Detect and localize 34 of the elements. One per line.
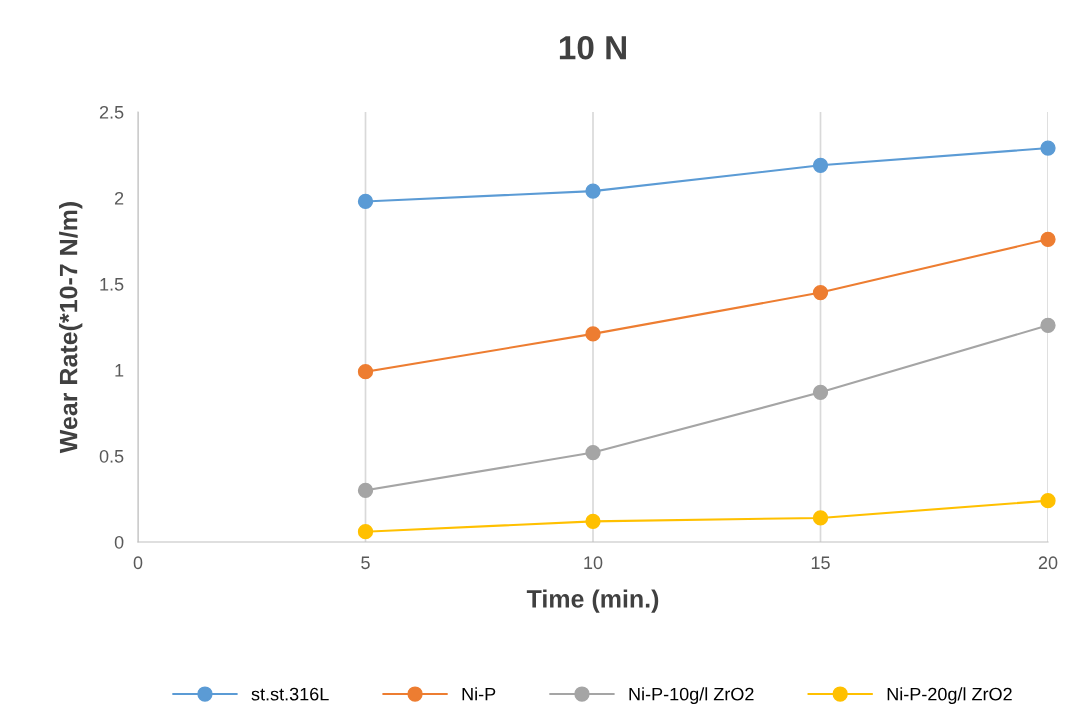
y-tick-label: 1	[115, 364, 124, 377]
x-tick-label: 15	[811, 556, 830, 570]
x-tick-label: 10	[584, 556, 603, 570]
point	[1040, 317, 1056, 333]
legend-label: st.st.316L	[251, 687, 329, 701]
point	[1040, 493, 1056, 509]
point	[812, 284, 829, 301]
point	[1040, 140, 1056, 156]
point	[1040, 231, 1056, 247]
point	[585, 183, 601, 199]
point	[585, 513, 601, 529]
point	[812, 384, 829, 400]
legend-label: Ni-P-20g/l ZrO2	[887, 687, 1012, 705]
point	[812, 157, 829, 173]
point	[585, 444, 601, 461]
y-axis-title: Wear Rate(*10-7 N/m)	[59, 202, 83, 454]
x-tick-label: 0	[133, 556, 143, 570]
x-tick-label: 20	[1038, 556, 1058, 570]
chart-title: 10 N	[559, 35, 626, 60]
x-axis-title: Time (min.)	[526, 589, 659, 613]
point	[357, 524, 374, 540]
legend-label: Ni-P	[462, 687, 496, 701]
point	[357, 193, 374, 210]
legend-label: Ni-P-10g/l ZrO2	[629, 687, 754, 705]
y-tick-label: 0.5	[99, 449, 124, 463]
point	[585, 326, 601, 342]
y-tick-label: 0	[114, 535, 124, 549]
point	[357, 482, 374, 499]
y-tick-label: 2	[114, 191, 124, 205]
point	[357, 364, 374, 380]
y-tick-label: 2.5	[99, 105, 124, 119]
point	[812, 510, 829, 526]
y-tick-label: 1.5	[100, 278, 124, 291]
x-tick-label: 5	[361, 556, 370, 570]
